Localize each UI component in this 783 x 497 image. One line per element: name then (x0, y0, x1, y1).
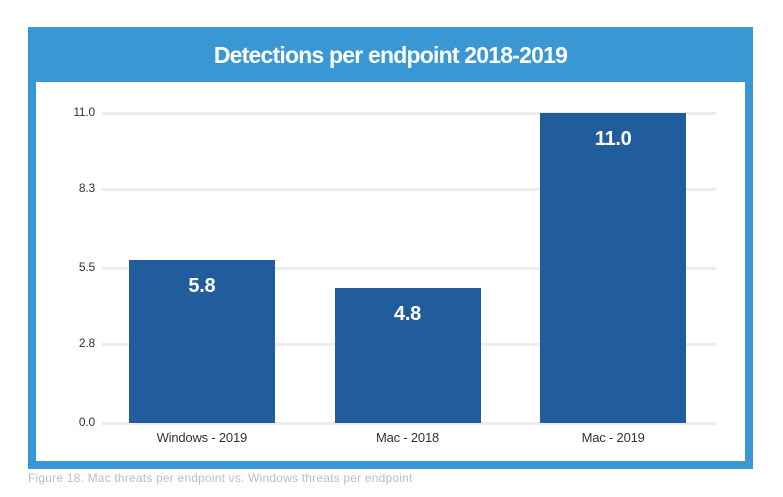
figure-caption: Figure 18. Mac threats per endpoint vs. … (28, 471, 413, 485)
y-axis-tick-label: 5.5 (78, 260, 95, 274)
gridline-5.5 (102, 267, 716, 270)
y-axis-tick-label: 2.8 (78, 336, 95, 351)
bar-chart-plot-area: 0.0 2.8 5.5 8.3 11.0 5.8 Windows - 2019 4.8 Mac … (73, 105, 716, 445)
bar-windows-2019: 5.8 (128, 259, 275, 423)
chart-panel: Detections per endpoint 2018-2019 0.0 2.8… (28, 27, 753, 469)
bar-value-label: 5.8 (188, 274, 216, 297)
y-axis-tick-label: 0.0 (78, 415, 95, 429)
chart-card: 0.0 2.8 5.5 8.3 11.0 5.8 Windows - 2019 4.8 Mac … (36, 82, 745, 461)
gridline-0.0 (102, 422, 716, 425)
bar-mac-2019: 11.0 (540, 113, 687, 423)
gridline-8.3 (102, 188, 716, 192)
bar-mac-2018: 4.8 (334, 287, 481, 423)
bar-value-label: 11.0 (594, 128, 632, 150)
chart-title: Detections per endpoint 2018-2019 (213, 42, 568, 68)
y-axis-tick-label: 11.0 (73, 105, 95, 119)
x-axis-category-label: Windows - 2019 (156, 430, 248, 445)
y-axis-tick-label: 8.3 (78, 181, 95, 196)
x-axis-category-label: Mac - 2019 (581, 430, 645, 445)
gridline-11.0 (102, 112, 716, 115)
bar-value-label: 4.8 (394, 302, 421, 325)
x-axis-category-label: Mac - 2018 (375, 430, 440, 445)
